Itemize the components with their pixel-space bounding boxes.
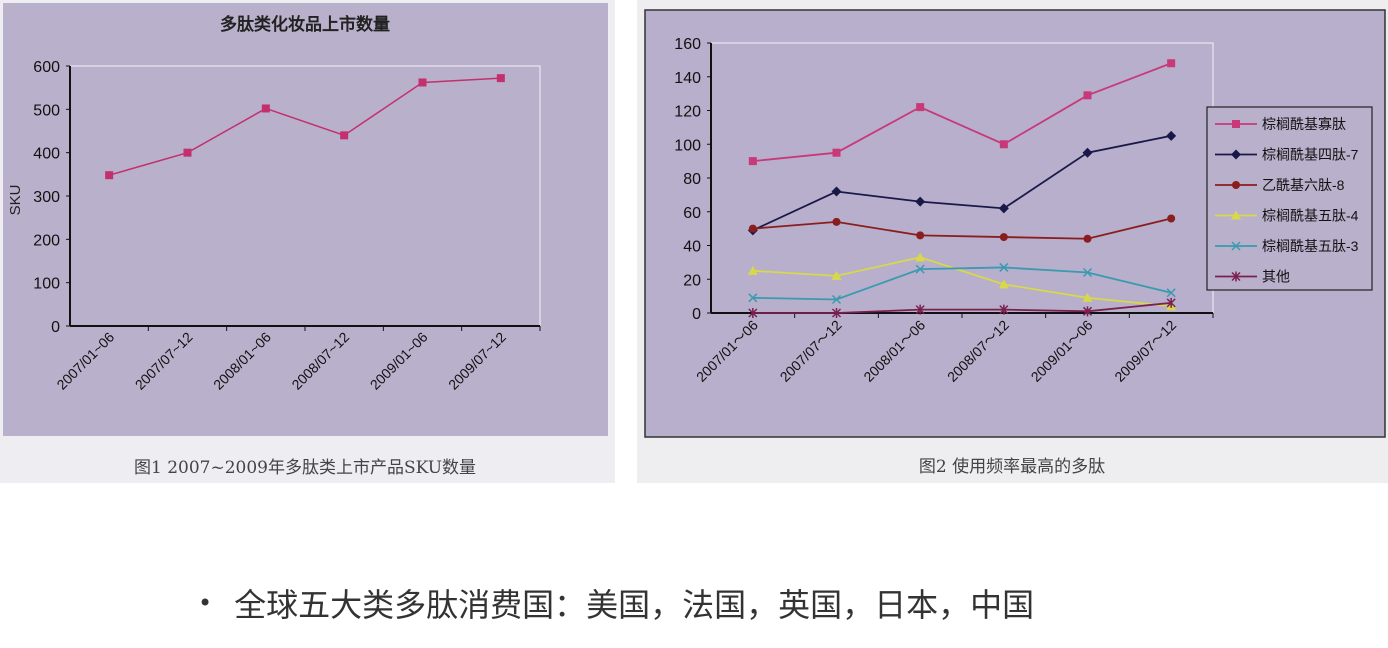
square-marker bbox=[418, 78, 427, 87]
y-tick-label: 0 bbox=[692, 306, 701, 323]
square-marker bbox=[999, 140, 1008, 149]
chart-background bbox=[3, 3, 608, 436]
square-marker bbox=[1232, 120, 1240, 128]
y-tick-label: 300 bbox=[33, 189, 60, 206]
star-marker bbox=[915, 304, 925, 315]
triangle-marker bbox=[1231, 210, 1241, 220]
legend-label: 棕榈酰基寡肽 bbox=[1262, 116, 1346, 132]
y-tick-label: 20 bbox=[683, 272, 701, 289]
diamond-marker bbox=[915, 196, 926, 207]
figure-2: 图2 使用频率最高的多肽 0 20 40 60 80 100 120 140 160 2007/0… bbox=[637, 0, 1388, 483]
y-axis-label: SKU bbox=[7, 185, 24, 216]
square-marker bbox=[183, 148, 192, 157]
x-marker bbox=[1166, 288, 1176, 298]
x-marker bbox=[748, 293, 758, 303]
series-line bbox=[108, 77, 501, 176]
y-tick-label: 400 bbox=[33, 146, 60, 163]
chart-title: 多肽类化妆品上市数量 bbox=[220, 14, 390, 34]
circle-marker bbox=[1232, 181, 1240, 189]
square-marker bbox=[1083, 91, 1092, 100]
x-marker bbox=[1231, 241, 1241, 251]
square-marker bbox=[261, 104, 270, 113]
y-tick-label: 120 bbox=[674, 104, 701, 121]
triangle-marker bbox=[998, 279, 1009, 289]
y-tick-label: 500 bbox=[33, 102, 60, 119]
y-tick-label: 200 bbox=[33, 232, 60, 249]
circle-marker bbox=[748, 224, 757, 233]
square-marker bbox=[1167, 59, 1176, 68]
y-tick-label: 140 bbox=[674, 70, 701, 87]
star-marker bbox=[748, 308, 758, 318]
legend-label: 乙酰基六肽-8 bbox=[1262, 177, 1345, 193]
y-tick-label: 60 bbox=[683, 205, 701, 222]
bullet-text: 全球五大类多肽消费国：美国，法国，英国，日本，中国 bbox=[234, 586, 1035, 624]
y-tick-label: 100 bbox=[33, 276, 60, 293]
star-marker bbox=[1166, 297, 1176, 308]
diamond-marker bbox=[1166, 130, 1177, 141]
figure-caption: 图1 2007~2009年多肽类上市产品SKU数量 bbox=[134, 458, 476, 478]
circle-marker bbox=[1083, 234, 1092, 243]
legend-label: 棕榈酰基五肽-4 bbox=[1262, 208, 1359, 224]
legend-label: 其他 bbox=[1262, 269, 1290, 285]
triangle-marker bbox=[1082, 292, 1093, 302]
square-marker bbox=[105, 171, 114, 180]
circle-marker bbox=[999, 233, 1008, 242]
bullet-point: • 全球五大类多肽消费国：美国，法国，英国，日本，中国 bbox=[198, 580, 1034, 626]
figure-1: 多肽类化妆品上市数量 SKU 图1 2007~2009年多肽类上市产品SKU数量… bbox=[0, 0, 615, 483]
circle-marker bbox=[916, 231, 925, 240]
diamond-marker bbox=[1231, 149, 1241, 160]
series-line bbox=[752, 256, 1172, 308]
circle-marker bbox=[832, 217, 841, 226]
legend bbox=[1206, 106, 1373, 291]
star-marker bbox=[999, 304, 1009, 315]
square-marker bbox=[340, 131, 349, 140]
square-marker bbox=[916, 103, 925, 112]
triangle-marker bbox=[747, 265, 758, 275]
x-marker bbox=[1082, 267, 1093, 278]
y-tick-label: 100 bbox=[674, 137, 701, 154]
square-marker bbox=[748, 157, 757, 166]
star-marker bbox=[1231, 271, 1241, 282]
bullet-icon: • bbox=[198, 589, 213, 617]
diamond-marker bbox=[998, 203, 1009, 214]
legend-label: 棕榈酰基四肽-7 bbox=[1262, 147, 1359, 163]
figure-caption: 图2 使用频率最高的多肽 bbox=[919, 456, 1105, 477]
x-marker bbox=[831, 294, 842, 305]
triangle-marker bbox=[831, 270, 842, 280]
y-tick-label: 160 bbox=[674, 36, 701, 53]
series-line bbox=[752, 266, 1172, 301]
x-marker bbox=[999, 262, 1009, 272]
legend-label: 棕榈酰基五肽-3 bbox=[1262, 238, 1359, 254]
circle-marker bbox=[1167, 214, 1176, 223]
peptide-line-chart: 图2 使用频率最高的多肽 0204060801001201401602007/0… bbox=[644, 9, 1386, 477]
y-tick-label: 0 bbox=[51, 319, 60, 336]
square-marker bbox=[832, 148, 841, 157]
x-marker bbox=[915, 264, 925, 274]
star-marker bbox=[831, 308, 842, 318]
series-line bbox=[752, 134, 1172, 232]
series-line bbox=[752, 301, 1172, 314]
y-tick-label: 80 bbox=[683, 171, 701, 188]
y-tick-label: 600 bbox=[33, 59, 60, 76]
y-tick-label: 40 bbox=[683, 239, 701, 256]
triangle-marker bbox=[915, 252, 926, 262]
square-marker bbox=[496, 74, 505, 83]
sku-line-chart: 多肽类化妆品上市数量 SKU 图1 2007~2009年多肽类上市产品SKU数量… bbox=[3, 3, 608, 478]
star-marker bbox=[1082, 306, 1093, 317]
diamond-marker bbox=[1082, 147, 1093, 158]
series-line bbox=[752, 217, 1172, 240]
series-line bbox=[752, 62, 1172, 163]
diamond-marker bbox=[831, 186, 842, 197]
